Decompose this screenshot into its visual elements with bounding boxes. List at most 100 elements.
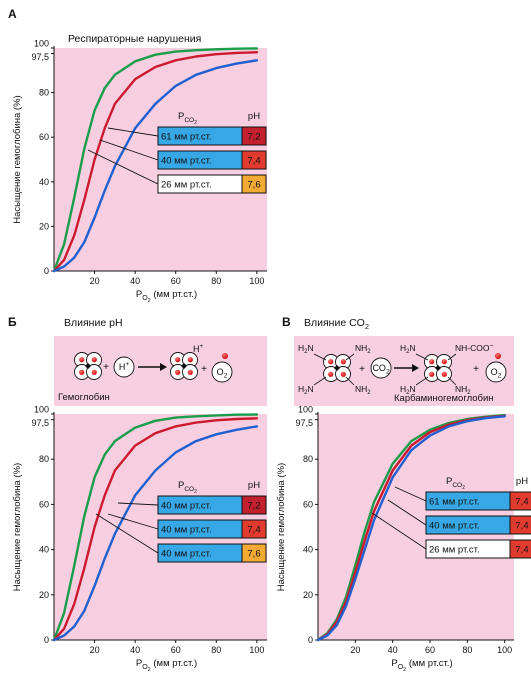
- carbamino-group-label: NH-COO−: [455, 343, 494, 353]
- heme-dot: [328, 371, 334, 377]
- legend-p-label: 26 мм рт.ст.: [429, 545, 480, 556]
- bond-line: [447, 376, 457, 386]
- bound-h-main: H: [193, 344, 200, 354]
- amino-2: 2: [304, 390, 308, 396]
- hemoglobin-icon: [74, 352, 102, 380]
- legend-header-p: P: [446, 476, 452, 487]
- legend-ph-label: 7,4: [247, 156, 260, 167]
- legend-header-co: CO: [452, 482, 462, 489]
- y-tick-label: 0: [308, 635, 313, 645]
- amino-n: N: [455, 384, 461, 394]
- y-tick-label: 40: [39, 545, 49, 555]
- center-diamond: [181, 363, 187, 369]
- legend-connector: [394, 486, 427, 502]
- legend-ph-label: 7,4: [515, 545, 528, 556]
- amino-group-label: NH2: [355, 343, 371, 355]
- amino-n: N: [409, 343, 415, 353]
- series-line: [52, 59, 259, 273]
- carbamino-charge: −: [489, 343, 493, 350]
- y-axis-title: Насыщение гемоглобина (%): [12, 95, 23, 223]
- bound-h-sup: +: [200, 343, 204, 350]
- y-tick-label: 20: [39, 221, 49, 231]
- amino-h: H: [461, 384, 467, 394]
- amino-group-label: H2N: [298, 384, 314, 396]
- amino-n: N: [355, 343, 361, 353]
- legend-header-co: CO: [184, 117, 194, 124]
- bond-line: [313, 376, 327, 386]
- heme-dot: [429, 359, 435, 365]
- bond-line: [345, 376, 355, 386]
- amino-n: N: [409, 384, 415, 394]
- legend-p-label: 61 мм рт.ст.: [161, 132, 212, 143]
- legend-connector: [95, 513, 159, 554]
- legend-header-ph: pH: [248, 480, 260, 491]
- hemoglobin-icon: [323, 354, 351, 382]
- x-axis-title-p: P: [136, 658, 142, 669]
- x-tick-label: 60: [171, 276, 181, 286]
- molecule-label: H+: [119, 361, 130, 372]
- molecule-label: O2: [491, 367, 502, 380]
- x-tick-label: 80: [211, 276, 221, 286]
- legend-ph-box: [241, 543, 267, 563]
- x-tick-label: 20: [90, 645, 100, 655]
- legend-ph-box: [509, 539, 531, 559]
- legend-ph-box: [241, 126, 267, 146]
- amino-h: H: [298, 343, 304, 353]
- amino-group-label: H2N: [298, 343, 314, 355]
- heme-dot: [91, 357, 97, 363]
- x-tick-label: 100: [249, 645, 264, 655]
- legend-p-label: 40 мм рт.ст.: [161, 501, 212, 512]
- legend-ph-box: [241, 174, 267, 194]
- center-diamond: [334, 365, 340, 371]
- h-plus-icon: H+: [113, 356, 135, 378]
- released-heme-dot: [495, 353, 501, 359]
- molecule-sub: 2: [498, 373, 502, 380]
- x-tick-label: 40: [130, 645, 140, 655]
- x-axis-title-p: P: [391, 658, 397, 669]
- legend-ph-label: 7,2: [247, 132, 260, 143]
- o2-icon: O2: [485, 361, 507, 383]
- amino-n: N: [355, 384, 361, 394]
- panel-title: Влияние CO2: [304, 317, 369, 331]
- x-axis-title-subsub: 2: [403, 667, 406, 673]
- x-tick-label: 60: [425, 645, 435, 655]
- amino-2: 2: [406, 390, 410, 396]
- heme-dot: [79, 357, 85, 363]
- center-diamond: [85, 363, 91, 369]
- molecule-label: O2: [217, 367, 228, 380]
- amino-h: H: [361, 384, 367, 394]
- carbaminohemoglobin-label: Карбаминогемоглобин: [394, 393, 494, 404]
- panel-letter: В: [282, 315, 291, 329]
- amino-group-label: H2N: [400, 384, 416, 396]
- molecule-main: O: [491, 367, 498, 377]
- legend-ph-box: [241, 519, 267, 539]
- x-axis-title-sub: O: [398, 664, 404, 671]
- legend-header-p: P: [178, 111, 184, 122]
- panel-title: Респираторные нарушения: [68, 33, 201, 45]
- x-tick-label: 60: [171, 645, 181, 655]
- legend-ph-label: 7,2: [247, 501, 260, 512]
- heme-dot: [441, 371, 447, 377]
- y-tick-label: 100: [298, 405, 313, 415]
- legend-p-label: 40 мм рт.ст.: [429, 521, 480, 532]
- x-tick-label: 40: [388, 645, 398, 655]
- x-tick-label: 40: [130, 276, 140, 286]
- amino-2: 2: [367, 349, 371, 355]
- y-tick-label: 0: [44, 635, 49, 645]
- series-line: [52, 417, 259, 642]
- amino-2: 2: [367, 390, 371, 396]
- y-tick-label: 97,5: [31, 418, 49, 428]
- x-tick-label: 20: [350, 645, 360, 655]
- y-tick-label: 40: [303, 545, 313, 555]
- amino-2: 2: [406, 349, 410, 355]
- x-tick-label: 100: [497, 645, 512, 655]
- legend-header-2: 2: [462, 485, 465, 491]
- legend-connector: [371, 512, 427, 550]
- y-tick-label: 97,5: [295, 418, 313, 428]
- legend-ph-label: 7,4: [515, 521, 528, 532]
- legend-p-label: 26 мм рт.ст.: [161, 180, 212, 191]
- series-line: [52, 47, 259, 273]
